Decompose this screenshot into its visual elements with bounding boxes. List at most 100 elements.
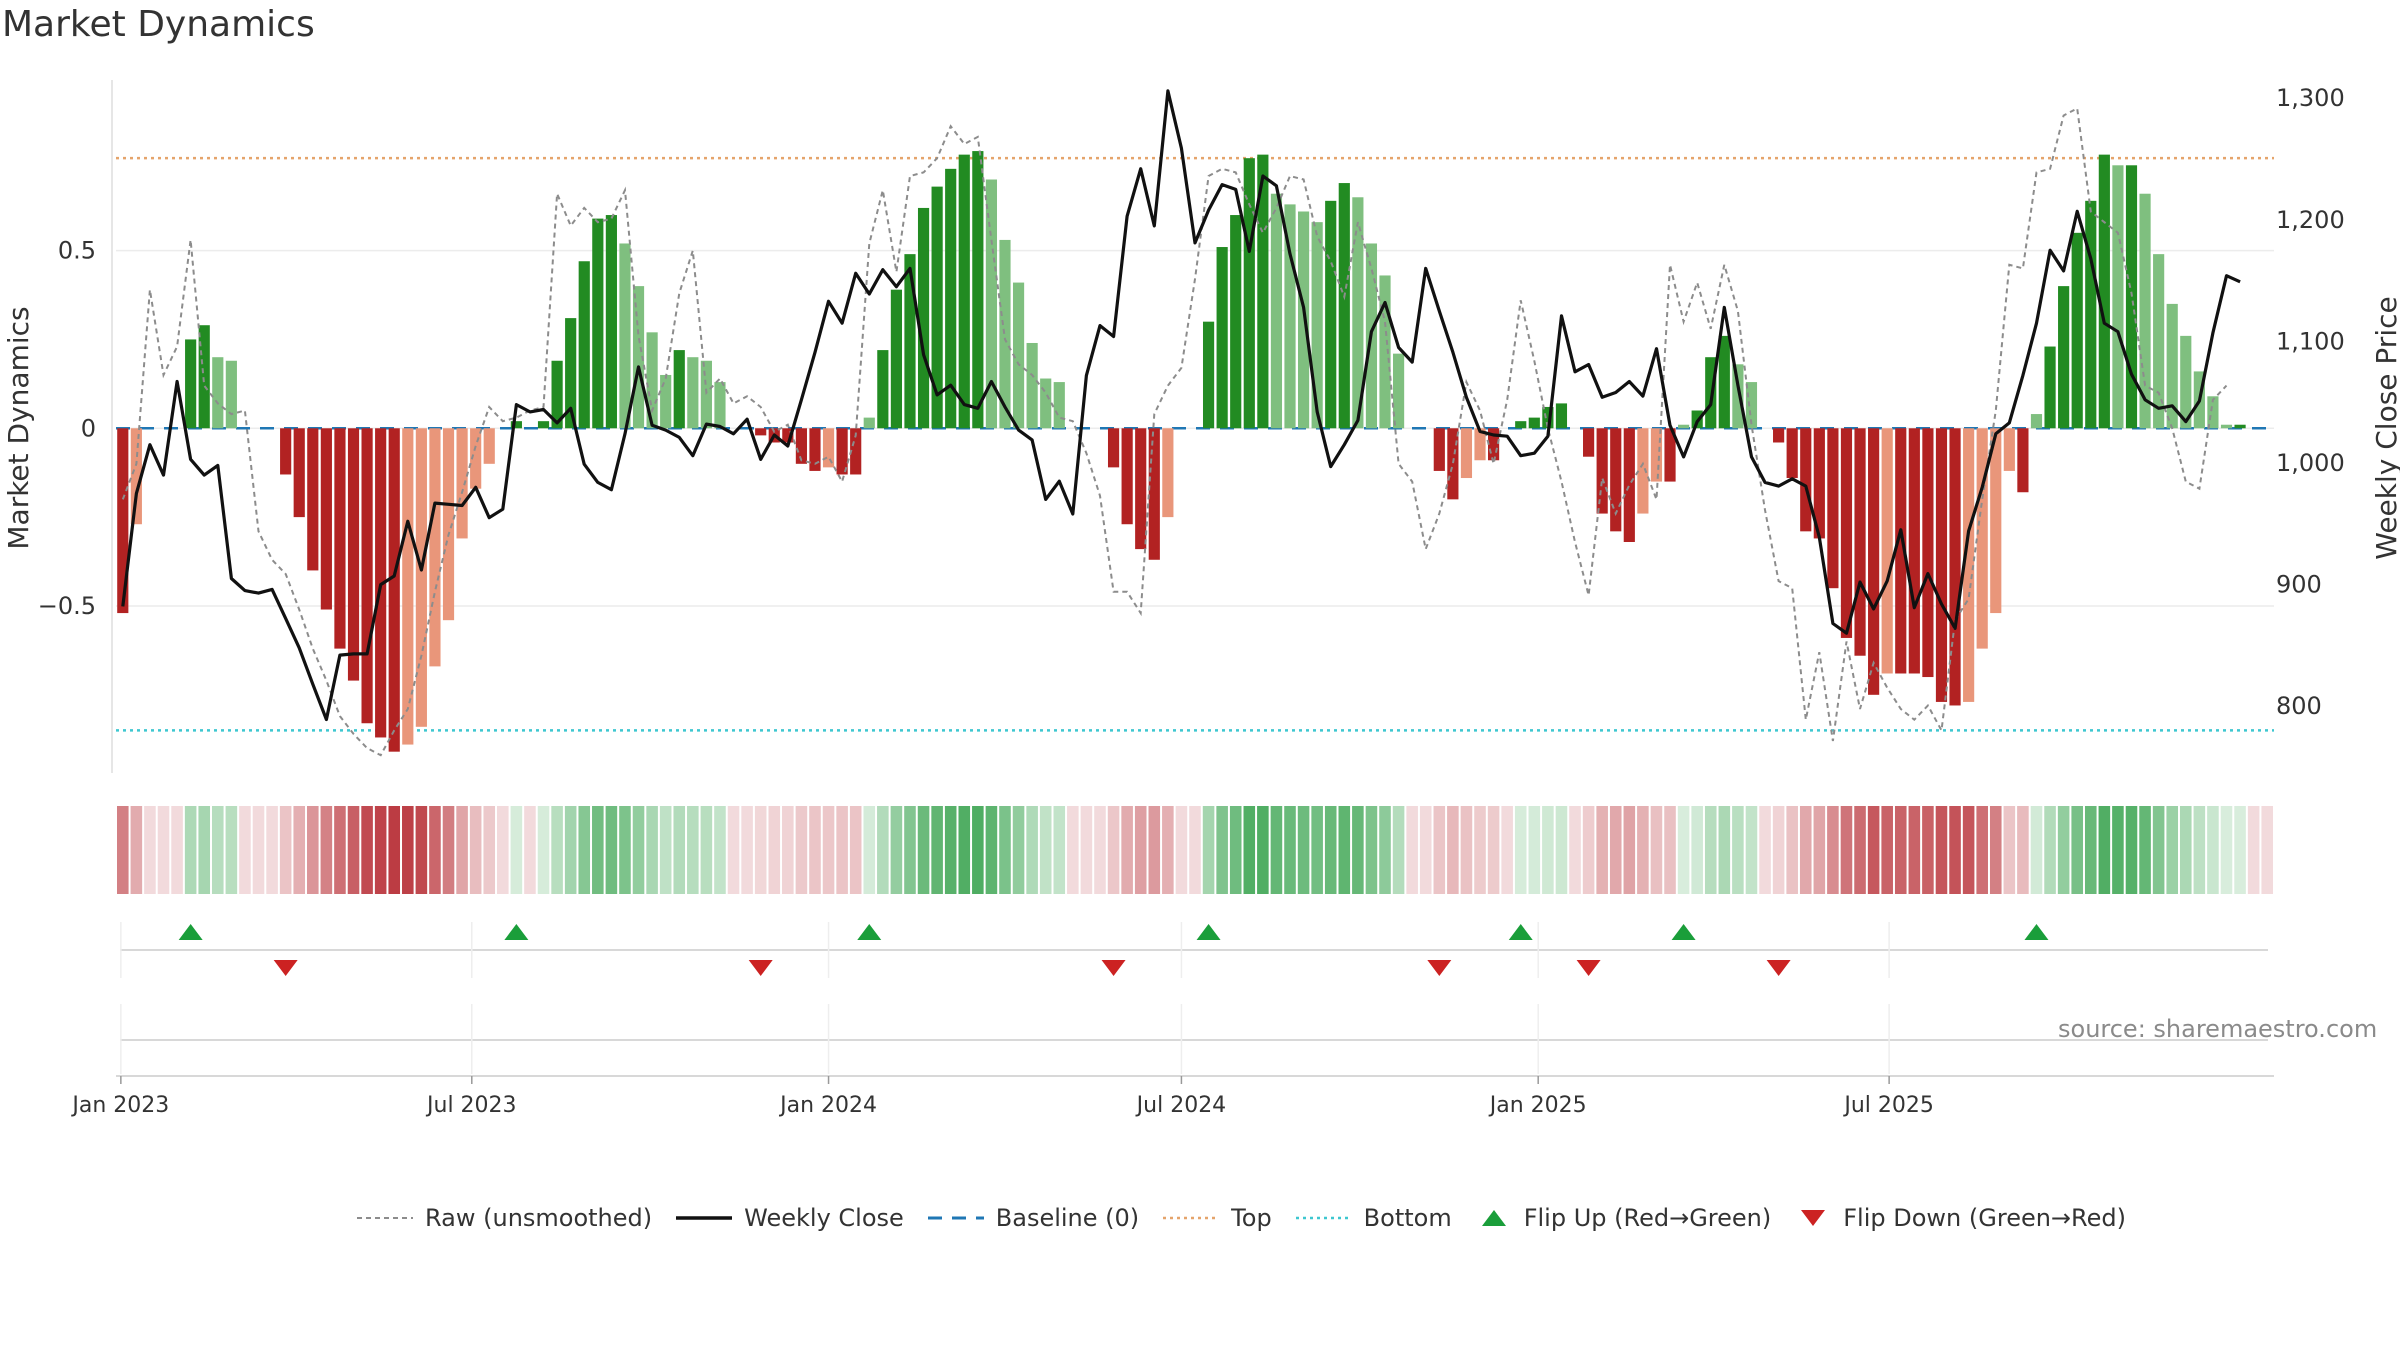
- heat-strip-cell: [904, 806, 916, 894]
- md-bar: [117, 428, 129, 614]
- heat-strip-cell: [1460, 806, 1473, 894]
- md-bar: [415, 428, 427, 727]
- md-bar: [1610, 428, 1622, 532]
- md-bar: [429, 428, 441, 667]
- heat-strip-cell: [1474, 806, 1486, 894]
- md-bar: [2234, 424, 2246, 429]
- md-bar: [1352, 197, 1364, 429]
- heat-strip-cell: [1894, 806, 1907, 894]
- y-axis-label: Market Dynamics: [2, 306, 35, 549]
- heat-strip-cell: [1786, 806, 1798, 894]
- md-bar: [1515, 421, 1527, 429]
- md-bar: [700, 360, 712, 429]
- heat-strip-cell: [1392, 806, 1405, 894]
- y-right-tick-label: 1,300: [2276, 84, 2345, 112]
- heat-strip-cell: [673, 806, 686, 894]
- heat-strip-cell: [1107, 806, 1120, 894]
- heat-strip-cell: [1175, 806, 1188, 894]
- md-bar: [2003, 428, 2015, 471]
- market-dynamics-bars: [117, 151, 2246, 752]
- heat-strip-cell: [1799, 806, 1812, 894]
- md-bar: [2058, 286, 2070, 429]
- md-bar: [2139, 193, 2151, 429]
- heat-strip-cell: [1664, 806, 1676, 894]
- md-bar: [1881, 428, 1893, 674]
- x-tick-label: Jul 2025: [1842, 1093, 1934, 1118]
- heat-strip-cell: [1827, 806, 1839, 894]
- y-tick-label: −0.5: [38, 592, 96, 620]
- md-bar: [1202, 321, 1215, 429]
- heat-strip-cell: [184, 806, 197, 894]
- heat-strip-cell: [1080, 806, 1093, 894]
- heat-strip-cell: [2071, 806, 2083, 894]
- md-bar: [2153, 254, 2165, 429]
- md-bar: [1284, 204, 1296, 429]
- md-bar: [1868, 428, 1880, 695]
- md-bar: [2071, 232, 2083, 429]
- heat-strip-cell: [931, 806, 943, 894]
- chart-title: Market Dynamics: [2, 4, 315, 45]
- md-bar: [1664, 428, 1676, 482]
- source-note: source: sharemaestro.com: [2058, 1015, 2378, 1043]
- md-bar: [945, 168, 957, 429]
- legend-label: Weekly Close: [744, 1204, 904, 1232]
- reference-lines: [116, 156, 2274, 732]
- md-bar: [660, 374, 672, 429]
- heat-strip-cell: [714, 806, 726, 894]
- flip-down-marker: [1576, 960, 1601, 976]
- solid-black-line: [674, 1206, 734, 1230]
- md-bar: [1854, 428, 1866, 656]
- heat-strip-cell: [510, 806, 523, 894]
- heat-strip-cell: [456, 806, 468, 894]
- md-bar: [1949, 428, 1961, 706]
- flip-up-marker: [1671, 924, 1696, 940]
- y-tick-label: 0: [81, 414, 96, 442]
- flip-down-marker: [273, 960, 298, 976]
- triangle-up-icon: [1474, 1206, 1514, 1230]
- md-bar: [470, 428, 482, 489]
- md-bar: [185, 339, 197, 429]
- md-bar: [1678, 424, 1690, 429]
- heat-strip-cell: [1555, 806, 1568, 894]
- heat-strip-cell: [1352, 806, 1364, 894]
- md-bar: [1379, 275, 1391, 429]
- heat-strip-cell: [1067, 806, 1079, 894]
- heat-strip-cell: [1270, 806, 1283, 894]
- heat-strip-cell: [334, 806, 346, 894]
- heat-strip-cell: [863, 806, 876, 894]
- md-bar: [2220, 424, 2233, 429]
- md-bar: [1895, 428, 1907, 674]
- heat-strip-cell: [1406, 806, 1418, 894]
- md-bar: [646, 332, 658, 429]
- heat-strip-cell: [836, 806, 848, 894]
- md-bar: [619, 243, 631, 429]
- heat-strip-cell: [225, 806, 238, 894]
- heat-strip-cell: [293, 806, 306, 894]
- heat-strip-cell: [1026, 806, 1038, 894]
- heat-strip-cell: [1202, 806, 1215, 894]
- md-bar: [1243, 158, 1255, 429]
- md-bar: [755, 428, 767, 436]
- md-bar: [1800, 428, 1812, 532]
- heat-strip-cell: [1759, 806, 1771, 894]
- heat-strip-cell: [2261, 806, 2273, 894]
- flip-up-marker: [1196, 924, 1221, 940]
- md-bar: [1270, 193, 1283, 429]
- heat-strip-cell: [1012, 806, 1025, 894]
- legend-label: Flip Down (Green→Red): [1843, 1204, 2126, 1232]
- heat-strip-cell: [266, 806, 278, 894]
- heat-strip-cell: [1637, 806, 1649, 894]
- heat-strip: [117, 806, 2273, 894]
- heat-strip-cell: [442, 806, 455, 894]
- md-bar: [1555, 403, 1568, 429]
- heat-strip-cell: [551, 806, 563, 894]
- heat-strip-cell: [564, 806, 577, 894]
- md-bar: [1012, 282, 1025, 429]
- heat-strip-cell: [1704, 806, 1717, 894]
- md-bar: [632, 286, 645, 429]
- md-bar: [1745, 382, 1758, 429]
- heat-strip-cell: [1189, 806, 1201, 894]
- heat-strip-cell: [2084, 806, 2097, 894]
- y-right-tick-label: 1,000: [2276, 449, 2345, 477]
